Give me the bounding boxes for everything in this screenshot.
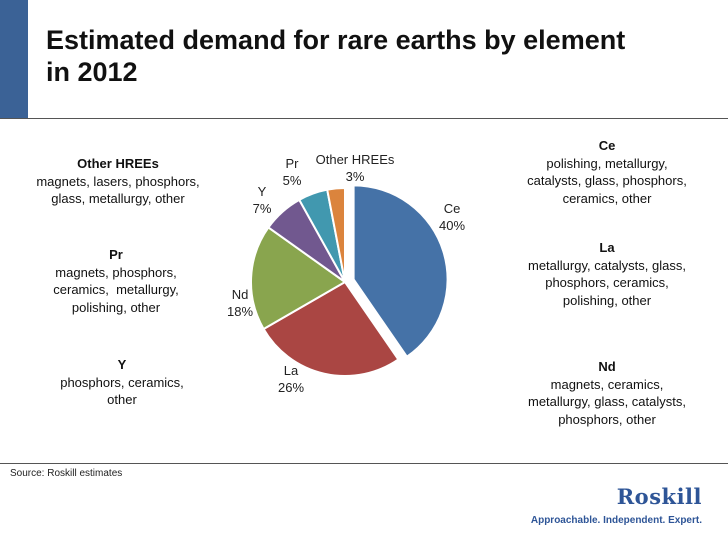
pie-label-la: La [284, 363, 299, 378]
desc-other-hrees-line: glass, metallurgy, other [51, 191, 185, 206]
pie-slice-other-hrees [326, 186, 346, 283]
roskill-logo: Roskill [616, 484, 702, 509]
pie-pct-nd: 18% [227, 304, 253, 319]
bottom-divider [0, 463, 728, 464]
desc-ce: Ce polishing, metallurgy, catalysts, gla… [514, 137, 700, 207]
page-title: Estimated demand for rare earths by elem… [46, 24, 686, 88]
accent-bar [0, 0, 28, 118]
pie-pct-pr: 5% [283, 173, 302, 188]
desc-la-element: La [599, 240, 615, 255]
desc-la-line: phosphors, ceramics, [545, 275, 669, 290]
pie-slice-nd [250, 226, 347, 331]
top-divider [0, 118, 728, 119]
pie-slice-la [262, 280, 400, 377]
desc-pr-element: Pr [109, 247, 123, 262]
tagline: Approachable. Independent. Expert. [530, 515, 702, 526]
desc-pr-line: polishing, other [71, 299, 161, 315]
desc-nd-line: metallurgy, glass, catalysts, [528, 394, 686, 409]
desc-y-line: other [107, 392, 137, 407]
desc-pr: Pr magnets, phosphors, ceramics, metallu… [28, 246, 204, 316]
desc-y-line: phosphors, ceramics, [60, 374, 184, 390]
desc-pr-line: magnets, phosphors, [55, 264, 177, 280]
pie-label-ce: Ce [444, 201, 461, 216]
desc-nd-line: magnets, ceramics, [550, 376, 664, 392]
desc-ce-element: Ce [598, 138, 616, 153]
pie-label-y: Y [258, 184, 267, 199]
pie-label-nd: Nd [232, 287, 249, 302]
desc-la: La metallurgy, catalysts, glass, phospho… [514, 239, 700, 309]
pie-label-pr: Pr [286, 156, 300, 171]
desc-ce-line: catalysts, glass, phosphors, [527, 173, 687, 188]
desc-nd: Nd magnets, ceramics, metallurgy, glass,… [514, 358, 700, 428]
desc-nd-line: phosphors, other [558, 411, 656, 427]
title-line-2: in 2012 [46, 57, 138, 87]
pie-pct-ce: 40% [439, 218, 465, 233]
desc-other-hrees: Other HREEs magnets, lasers, phosphors, … [18, 155, 218, 208]
desc-other-hrees-element: Other HREEs [77, 156, 159, 171]
pie-pct-other-hrees: 3% [346, 169, 365, 184]
source-note: Source: Roskill estimates [10, 468, 123, 479]
desc-y: Y phosphors, ceramics, other [40, 356, 204, 409]
desc-nd-element: Nd [598, 359, 616, 374]
desc-ce-line: ceramics, other [562, 190, 652, 206]
desc-y-element: Y [117, 357, 127, 372]
pie-pct-y: 7% [253, 201, 272, 216]
desc-la-line: metallurgy, catalysts, glass, [528, 257, 686, 273]
desc-other-hrees-line: magnets, lasers, phosphors, [36, 173, 200, 189]
desc-ce-line: polishing, metallurgy, [546, 155, 668, 171]
pie-slice-ce [352, 184, 449, 359]
desc-pr-line: ceramics, metallurgy, [53, 282, 179, 297]
pie-pct-la: 26% [278, 380, 304, 395]
desc-la-line: polishing, other [562, 292, 652, 308]
pie-label-other-hrees: Other HREEs [316, 152, 395, 167]
title-line-1: Estimated demand for rare earths by elem… [46, 25, 626, 55]
